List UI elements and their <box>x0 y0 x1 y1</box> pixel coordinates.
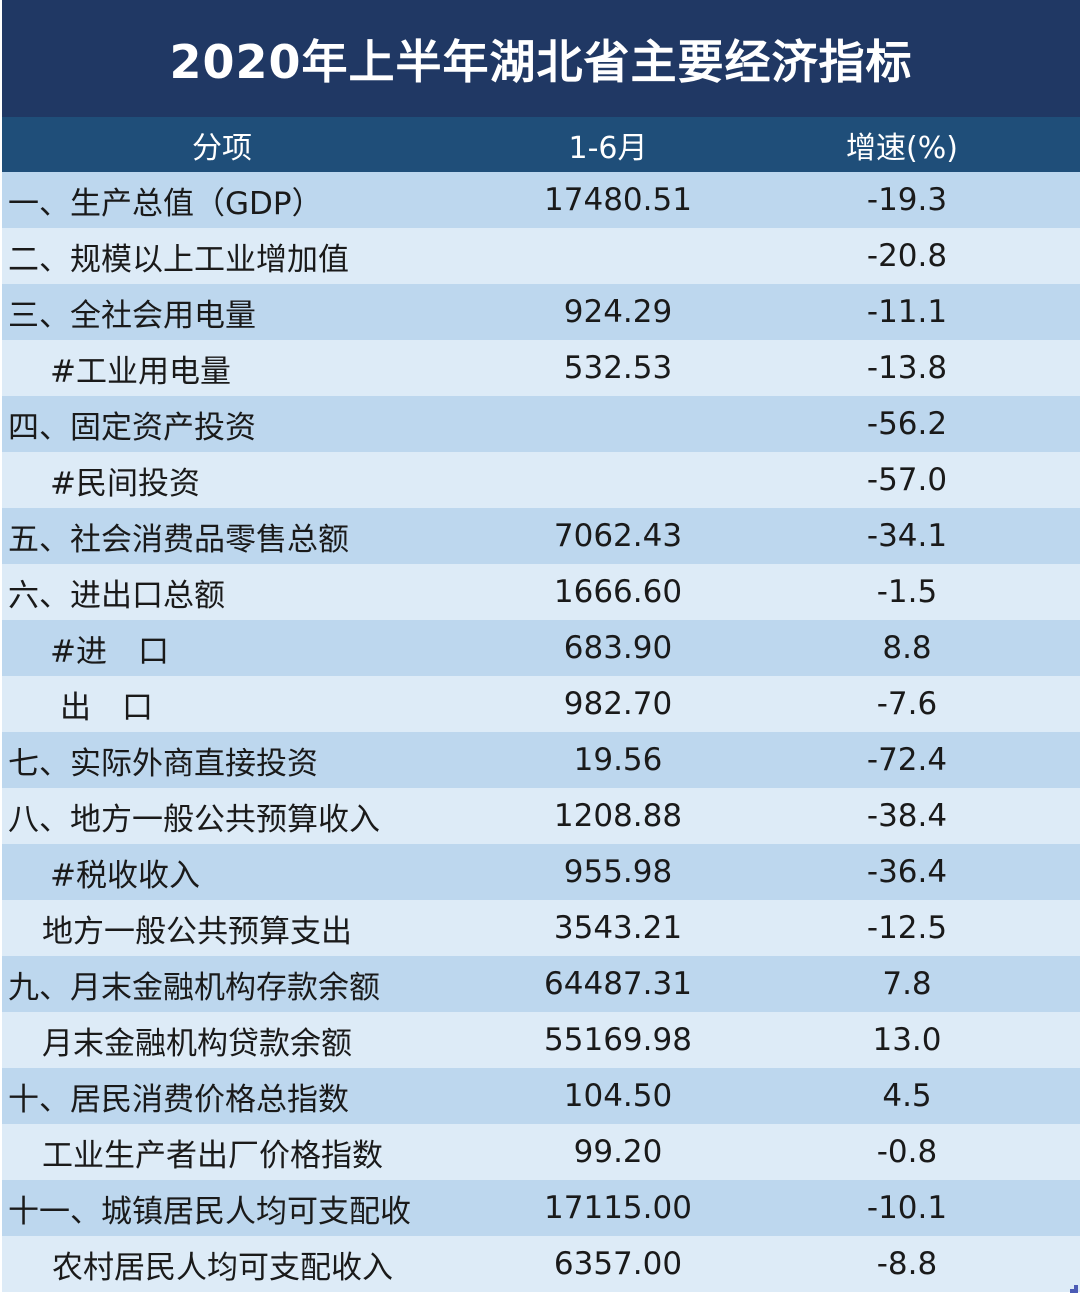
cell-value: 17115.00 <box>544 1190 692 1226</box>
table-row: 三、全社会用电量 924.29 -11.1 <box>2 284 1080 340</box>
cell-item: #民间投资 <box>50 465 200 502</box>
cell-growth: -56.2 <box>866 406 948 442</box>
cell-growth: -11.1 <box>866 294 948 330</box>
cell-value: 955.98 <box>563 854 673 890</box>
cell-value: 104.50 <box>563 1078 673 1114</box>
table-row: #工业用电量 532.53 -13.8 <box>2 340 1080 396</box>
cell-growth: -7.6 <box>876 686 938 722</box>
cell-item: 九、月末金融机构存款余额 <box>8 969 380 1006</box>
cell-growth: 7.8 <box>882 966 932 1002</box>
table-row: 六、进出口总额 1666.60 -1.5 <box>2 564 1080 620</box>
table-row: 农村居民人均可支配收入 6357.00 -8.8 <box>2 1236 1080 1292</box>
cell-value: 64487.31 <box>544 966 692 1002</box>
cell-value: 1208.88 <box>553 798 683 834</box>
cell-item: 十、居民消费价格总指数 <box>8 1081 349 1118</box>
cell-value: 19.56 <box>573 742 663 778</box>
cell-growth: -19.3 <box>866 182 948 218</box>
table-row: 工业生产者出厂价格指数 99.20 -0.8 <box>2 1124 1080 1180</box>
cell-growth: -10.1 <box>866 1190 948 1226</box>
cell-item: 一、生产总值（GDP） <box>8 185 323 222</box>
cell-item: 十一、城镇居民人均可支配收 <box>8 1193 411 1230</box>
header-growth: 增速(%) <box>846 130 958 166</box>
table-row: 月末金融机构贷款余额 55169.98 13.0 <box>2 1012 1080 1068</box>
cell-item: 四、固定资产投资 <box>8 409 256 446</box>
cell-value: 982.70 <box>563 686 673 722</box>
table-row: #民间投资 -57.0 <box>2 452 1080 508</box>
cell-growth: -20.8 <box>866 238 948 274</box>
table-row: 十一、城镇居民人均可支配收 17115.00 -10.1 <box>2 1180 1080 1236</box>
cell-item: 农村居民人均可支配收入 <box>52 1249 393 1286</box>
cell-value: 1666.60 <box>553 574 683 610</box>
cell-item: #进 口 <box>50 633 169 670</box>
cell-growth: -12.5 <box>866 910 948 946</box>
cell-value: 6357.00 <box>553 1246 683 1282</box>
table-row: 九、月末金融机构存款余额 64487.31 7.8 <box>2 956 1080 1012</box>
cell-growth: -0.8 <box>876 1134 938 1170</box>
cell-item: #工业用电量 <box>50 353 231 390</box>
cell-value: 55169.98 <box>544 1022 692 1058</box>
table-row: 八、地方一般公共预算收入 1208.88 -38.4 <box>2 788 1080 844</box>
cell-growth: -36.4 <box>866 854 948 890</box>
cell-growth: -38.4 <box>866 798 948 834</box>
table-header: 分项 1-6月 增速(%) <box>2 117 1080 172</box>
table-row: 十、居民消费价格总指数 104.50 4.5 <box>2 1068 1080 1124</box>
table-title: 2020年上半年湖北省主要经济指标 <box>2 0 1080 117</box>
cell-growth: -72.4 <box>866 742 948 778</box>
table-row: 四、固定资产投资 -56.2 <box>2 396 1080 452</box>
cell-growth: -1.5 <box>876 574 938 610</box>
cell-item: 五、社会消费品零售总额 <box>8 521 349 558</box>
cell-item: 地方一般公共预算支出 <box>42 913 352 950</box>
cell-item: 工业生产者出厂价格指数 <box>42 1137 383 1174</box>
table-row: 七、实际外商直接投资 19.56 -72.4 <box>2 732 1080 788</box>
table-row: 二、规模以上工业增加值 -20.8 <box>2 228 1080 284</box>
resize-corner-icon <box>1070 1285 1078 1293</box>
cell-item: 八、地方一般公共预算收入 <box>8 801 380 838</box>
cell-item: 二、规模以上工业增加值 <box>8 241 349 278</box>
cell-value: 532.53 <box>563 350 673 386</box>
cell-item: 出 口 <box>60 689 153 726</box>
cell-value: 683.90 <box>563 630 673 666</box>
table-row: 地方一般公共预算支出 3543.21 -12.5 <box>2 900 1080 956</box>
header-period: 1-6月 <box>568 130 648 166</box>
table-row: 出 口 982.70 -7.6 <box>2 676 1080 732</box>
cell-growth: 8.8 <box>882 630 932 666</box>
cell-item: 三、全社会用电量 <box>8 297 256 334</box>
cell-growth: -57.0 <box>866 462 948 498</box>
table-row: #税收收入 955.98 -36.4 <box>2 844 1080 900</box>
cell-item: 六、进出口总额 <box>8 577 225 614</box>
table-row: #进 口 683.90 8.8 <box>2 620 1080 676</box>
table-row: 五、社会消费品零售总额 7062.43 -34.1 <box>2 508 1080 564</box>
cell-value: 17480.51 <box>544 182 692 218</box>
cell-value: 7062.43 <box>553 518 683 554</box>
cell-growth: 4.5 <box>882 1078 932 1114</box>
table-row: 一、生产总值（GDP） 17480.51 -19.3 <box>2 172 1080 228</box>
cell-item: #税收收入 <box>50 857 200 894</box>
cell-growth: -34.1 <box>866 518 948 554</box>
cell-growth: -13.8 <box>866 350 948 386</box>
cell-growth: 13.0 <box>872 1022 942 1058</box>
header-item: 分项 <box>192 130 252 166</box>
cell-item: 七、实际外商直接投资 <box>8 745 318 782</box>
cell-item: 月末金融机构贷款余额 <box>42 1025 352 1062</box>
cell-value: 3543.21 <box>553 910 683 946</box>
cell-value: 99.20 <box>573 1134 663 1170</box>
table-body: 一、生产总值（GDP） 17480.51 -19.3 二、规模以上工业增加值 -20.8… <box>2 172 1080 1292</box>
cell-growth: -8.8 <box>876 1246 938 1282</box>
cell-value: 924.29 <box>563 294 673 330</box>
